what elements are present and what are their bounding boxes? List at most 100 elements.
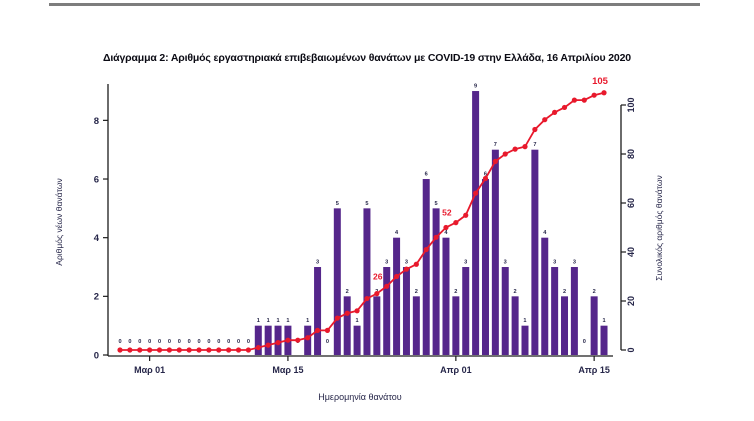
cumulative-dot	[601, 90, 607, 96]
cumulative-dot	[344, 310, 350, 316]
bar	[264, 325, 272, 355]
bar-value-label: 5	[435, 201, 438, 207]
cumulative-dot	[384, 283, 390, 289]
bar	[412, 296, 420, 355]
bar-value-label: 0	[138, 339, 141, 345]
cumulative-dot	[206, 347, 212, 353]
cumulative-dot	[512, 146, 518, 152]
cumulative-dot	[314, 327, 321, 333]
chart-title: Διάγραμμα 2: Αριθμός εργαστηριακά επιβεβ…	[102, 52, 631, 64]
bar-value-label: 3	[504, 260, 507, 266]
bar-value-label: 0	[583, 339, 586, 345]
cumulative-dot	[413, 261, 419, 267]
cumulative-dot	[453, 220, 459, 226]
bar-value-label: 4	[444, 230, 448, 236]
x-axis-tick-label: Μαρ 01	[134, 365, 165, 375]
cumulative-dot	[463, 212, 469, 218]
cumulative-dot	[285, 337, 291, 343]
cumulative-dot	[492, 158, 498, 164]
bar-value-label: 0	[217, 339, 220, 345]
bar-value-label: 4	[543, 230, 547, 236]
bar	[254, 325, 262, 355]
x-axis-tick-label: Μαρ 15	[272, 365, 303, 375]
cumulative-dot	[482, 175, 489, 182]
left-axis-tick-label: 2	[94, 292, 99, 303]
bar-value-label: 3	[464, 260, 467, 266]
cumulative-dot	[265, 342, 271, 348]
bar-value-label: 0	[178, 339, 181, 345]
bar	[531, 149, 539, 355]
bar-value-label: 2	[346, 289, 349, 295]
cumulative-dot	[324, 327, 331, 333]
cumulative-dot	[176, 347, 182, 353]
cumulative-dot	[403, 266, 410, 272]
right-axis-tick-label: 0	[626, 347, 636, 352]
bar-value-label: 2	[415, 289, 418, 295]
bar	[422, 179, 430, 355]
bar	[600, 325, 608, 355]
bar	[521, 325, 529, 355]
bar-value-label: 0	[197, 339, 200, 345]
bar	[432, 208, 440, 355]
cumulative-dot	[522, 144, 528, 150]
bar-value-label: 1	[257, 318, 260, 324]
bar-value-label: 0	[207, 339, 210, 345]
bar	[472, 91, 480, 355]
bar	[343, 296, 351, 355]
bar	[541, 237, 549, 355]
cumulative-dot	[334, 315, 340, 321]
bar	[570, 267, 578, 355]
left-axis-tick-label: 4	[94, 233, 100, 244]
bar-value-label: 0	[148, 339, 151, 345]
bar-value-label: 1	[267, 318, 270, 324]
bar	[402, 267, 410, 355]
bar-value-label: 0	[158, 339, 161, 345]
y-axis-right-title: Συνολικός αριθμός θανάτων	[654, 175, 664, 281]
bar-value-label: 0	[247, 339, 250, 345]
bar-value-label: 7	[494, 142, 497, 148]
left-axis-tick-label: 0	[94, 350, 99, 361]
cumulative-dot	[255, 344, 261, 351]
bar-value-label: 2	[563, 289, 566, 295]
bar	[481, 179, 489, 355]
bar-value-label: 6	[484, 172, 487, 178]
left-axis-tick-label: 6	[94, 174, 99, 185]
bar	[314, 267, 322, 355]
cumulative-dot	[216, 347, 222, 353]
cumulative-dot	[473, 190, 479, 196]
cumulative-dot	[245, 347, 252, 353]
bar-value-label: 5	[365, 201, 368, 207]
bar	[501, 267, 509, 355]
cumulative-dot	[552, 109, 558, 115]
cumulative-dot	[305, 335, 311, 341]
cumulative-annotation: 105	[592, 76, 609, 87]
cumulative-dot	[571, 97, 577, 103]
right-axis-tick-label: 20	[626, 296, 636, 306]
bar-value-label: 0	[326, 339, 329, 345]
bar	[393, 237, 401, 355]
bar	[452, 296, 460, 355]
bar-value-label: 7	[533, 142, 536, 148]
right-axis-tick-label: 60	[626, 198, 636, 208]
bar-value-label: 0	[128, 339, 131, 345]
bar-value-label: 3	[553, 260, 556, 266]
cumulative-dot	[433, 234, 439, 240]
cumulative-dot	[117, 347, 123, 353]
cumulative-dot	[226, 347, 232, 353]
bar	[442, 237, 450, 355]
cumulative-dot	[591, 92, 597, 98]
cumulative-dot	[186, 347, 192, 353]
bar-value-label: 2	[593, 289, 596, 295]
bar-value-label: 4	[395, 230, 399, 236]
bar-value-label: 0	[118, 339, 121, 345]
bar-value-label: 1	[286, 318, 289, 324]
bar-value-label: 3	[316, 260, 319, 266]
cumulative-dot	[235, 347, 242, 353]
bar-value-label: 1	[306, 318, 309, 324]
cumulative-dot	[275, 340, 281, 346]
bar-value-label: 0	[188, 339, 191, 345]
x-axis-tick-label: Απρ 15	[578, 365, 609, 375]
cumulative-dot	[393, 273, 400, 280]
cumulative-dot	[196, 347, 202, 353]
